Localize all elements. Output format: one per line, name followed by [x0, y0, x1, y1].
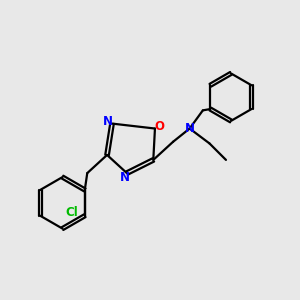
- Text: N: N: [184, 122, 195, 135]
- Text: O: O: [154, 120, 165, 134]
- Text: N: N: [120, 171, 130, 184]
- Text: Cl: Cl: [66, 206, 79, 219]
- Text: N: N: [103, 116, 113, 128]
